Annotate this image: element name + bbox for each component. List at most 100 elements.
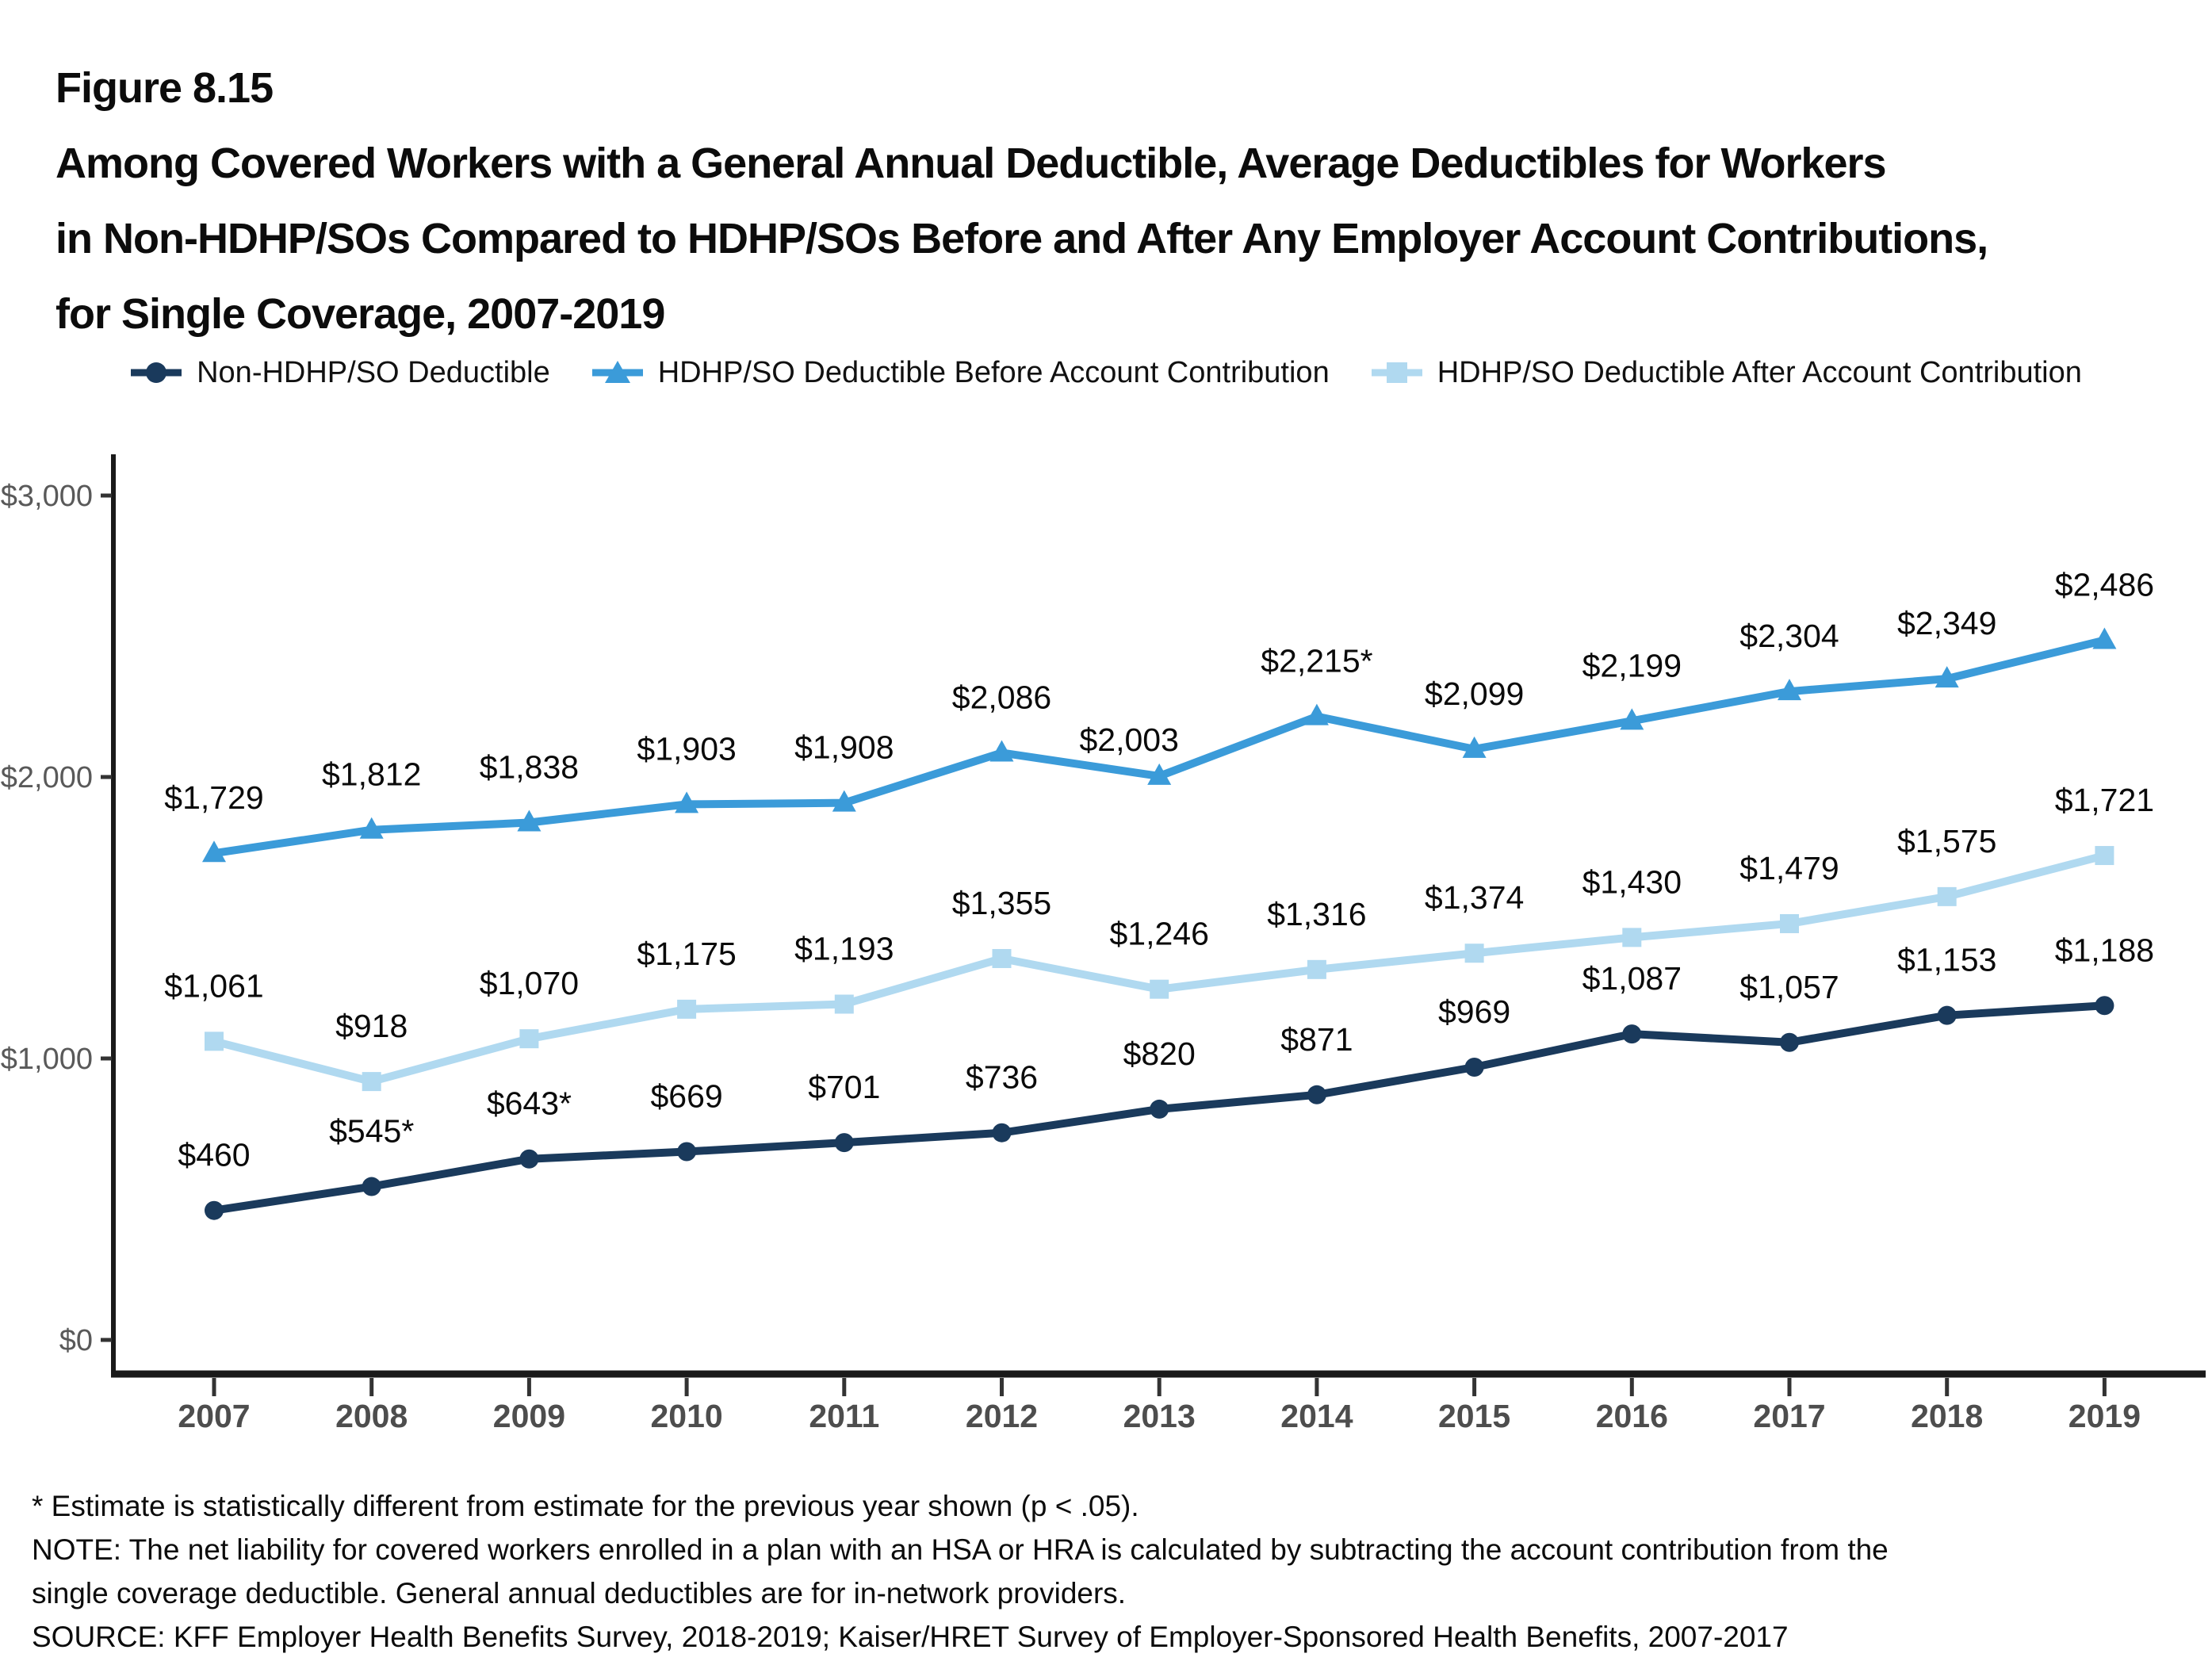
data-label: $1,374 — [1425, 879, 1524, 916]
marker-circle — [1780, 1032, 1799, 1052]
x-tick-label: 2019 — [2068, 1398, 2141, 1434]
x-tick-label: 2011 — [809, 1398, 879, 1434]
y-tick-label: $3,000 — [1, 480, 93, 513]
marker-circle — [519, 1149, 539, 1169]
x-tick-label: 2015 — [1438, 1398, 1510, 1434]
marker-circle — [1464, 1058, 1484, 1077]
data-label: $820 — [1123, 1035, 1196, 1072]
data-label: $918 — [335, 1008, 408, 1044]
legend: Non-HDHP/SO Deductible HDHP/SO Deductibl… — [0, 355, 2212, 390]
data-label: $643* — [487, 1085, 572, 1122]
data-label: $1,057 — [1739, 969, 1839, 1005]
data-label: $1,316 — [1267, 896, 1366, 932]
marker-square — [2095, 846, 2114, 866]
marker-triangle — [2092, 627, 2117, 649]
legend-label-2: HDHP/SO Deductible After Account Contrib… — [1437, 355, 2082, 389]
marker-triangle — [675, 791, 699, 813]
marker-triangle — [1462, 736, 1487, 758]
data-label: $1,479 — [1739, 850, 1839, 886]
x-tick-label: 2016 — [1596, 1398, 1668, 1434]
marker-square — [519, 1029, 539, 1049]
legend-item-2: HDHP/SO Deductible After Account Contrib… — [1371, 355, 2082, 390]
marker-triangle — [202, 840, 226, 863]
marker-square — [1622, 928, 1642, 947]
x-tick-label: 2010 — [650, 1398, 722, 1434]
footnote-note-line-1: NOTE: The net liability for covered work… — [32, 1533, 1889, 1566]
figure-title-line-3: for Single Coverage, 2007-2019 — [55, 290, 665, 338]
data-label: $1,246 — [1109, 916, 1208, 952]
marker-triangle — [989, 740, 1014, 762]
x-tick-label: 2014 — [1280, 1398, 1353, 1434]
data-label: $545* — [329, 1113, 414, 1150]
data-label: $2,486 — [2055, 566, 2154, 603]
figure-title-line-1: Among Covered Workers with a General Ann… — [55, 140, 1887, 187]
footnote-note-line-2: single coverage deductible. General annu… — [32, 1577, 1127, 1610]
x-tick-label: 2013 — [1123, 1398, 1196, 1434]
marker-square — [1150, 979, 1169, 999]
legend-item-1: HDHP/SO Deductible Before Account Contri… — [591, 355, 1330, 390]
marker-square — [1937, 886, 1957, 906]
data-label: $460 — [178, 1137, 250, 1173]
data-label: $2,215* — [1261, 643, 1372, 679]
data-label: $669 — [650, 1078, 722, 1115]
data-label: $701 — [808, 1069, 880, 1105]
data-label: $2,099 — [1425, 676, 1524, 712]
data-label: $2,003 — [1079, 722, 1178, 758]
marker-square — [992, 948, 1012, 968]
marker-circle — [677, 1142, 697, 1162]
marker-square — [205, 1032, 224, 1051]
data-label: $1,908 — [794, 729, 894, 766]
data-label: $1,903 — [637, 730, 736, 767]
marker-circle — [2095, 996, 2114, 1016]
data-label: $1,355 — [952, 885, 1051, 921]
legend-marker-square — [1371, 362, 1422, 383]
marker-circle — [992, 1123, 1012, 1143]
marker-square — [1780, 913, 1799, 933]
marker-circle — [205, 1200, 224, 1220]
marker-circle — [1937, 1005, 1957, 1025]
data-label: $2,199 — [1582, 647, 1682, 683]
data-label: $1,153 — [1897, 942, 1996, 978]
data-label: $1,061 — [164, 967, 263, 1004]
marker-circle — [1307, 1085, 1326, 1104]
marker-circle — [1150, 1099, 1169, 1119]
data-label: $1,729 — [164, 779, 263, 816]
data-label: $969 — [1438, 993, 1510, 1030]
marker-circle — [362, 1177, 381, 1196]
y-tick-label: $2,000 — [1, 761, 93, 794]
data-label: $1,175 — [637, 936, 736, 972]
legend-label-0: Non-HDHP/SO Deductible — [197, 355, 550, 389]
marker-triangle — [832, 790, 856, 812]
data-label: $2,349 — [1897, 605, 1996, 641]
figure-label: Figure 8.15 — [55, 64, 274, 112]
footnote-asterisk: * Estimate is statistically different fr… — [32, 1490, 1139, 1522]
marker-circle — [834, 1133, 854, 1153]
legend-marker-circle — [131, 362, 182, 383]
x-tick-label: 2009 — [493, 1398, 565, 1434]
data-label: $1,193 — [794, 930, 894, 966]
marker-square — [1464, 944, 1484, 963]
marker-triangle — [517, 810, 542, 832]
legend-marker-triangle — [591, 361, 643, 383]
marker-triangle — [359, 817, 384, 839]
marker-circle — [1622, 1024, 1642, 1044]
marker-triangle — [1778, 679, 1801, 701]
footnotes: * Estimate is statistically different fr… — [32, 1484, 1889, 1659]
data-label: $1,430 — [1582, 863, 1682, 900]
data-label: $1,070 — [480, 965, 579, 1001]
footnote-source: SOURCE: KFF Employer Health Benefits Sur… — [32, 1621, 1789, 1653]
marker-square — [677, 999, 697, 1019]
y-tick-label: $0 — [59, 1324, 93, 1357]
data-label: $2,086 — [952, 679, 1051, 715]
marker-triangle — [1935, 666, 1959, 688]
data-label: $2,304 — [1739, 618, 1839, 654]
marker-triangle — [1620, 708, 1644, 730]
marker-square — [362, 1072, 381, 1092]
marker-square — [834, 994, 854, 1014]
x-tick-label: 2017 — [1753, 1398, 1825, 1434]
data-label: $1,087 — [1582, 960, 1682, 997]
data-label: $1,812 — [322, 756, 421, 793]
y-tick-label: $1,000 — [1, 1043, 93, 1076]
